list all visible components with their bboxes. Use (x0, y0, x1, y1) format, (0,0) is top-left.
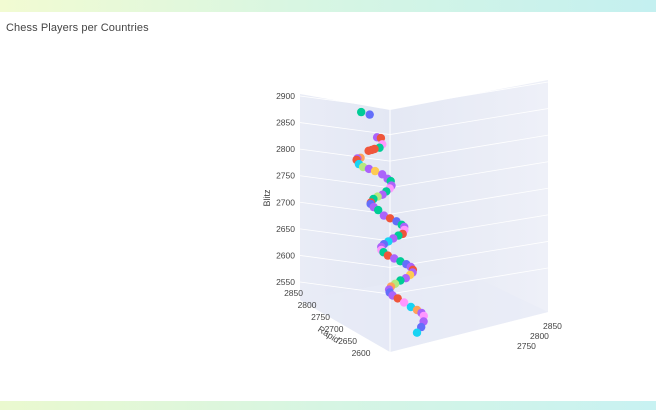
data-point[interactable] (357, 107, 366, 117)
data-point[interactable] (365, 110, 374, 119)
x-tick-label: 2800 (530, 331, 549, 341)
gridline (299, 281, 391, 295)
data-point[interactable] (364, 146, 373, 155)
rapid-tick-label: 2600 (352, 348, 371, 358)
blitz-axis-title: Blitz (262, 189, 272, 207)
rapid-tick-label: 2850 (284, 288, 303, 298)
blitz-tick-label: 2900 (276, 91, 295, 101)
gridline (389, 214, 549, 242)
data-point[interactable] (383, 251, 393, 260)
x-tick-label: 2750 (517, 341, 536, 351)
blitz-tick-label: 2750 (276, 171, 295, 181)
gridline (389, 134, 549, 162)
gridline (299, 175, 391, 189)
gridline (389, 187, 549, 215)
data-points[interactable] (352, 107, 428, 337)
blitz-tick-label: 2850 (276, 118, 295, 128)
x-tick-label: 2850 (543, 321, 562, 331)
gridline (389, 81, 549, 109)
gridline (389, 108, 549, 135)
blitz-tick-label: 2650 (276, 224, 295, 234)
data-point[interactable] (374, 205, 383, 215)
gridline (299, 122, 391, 135)
gridlines (299, 81, 549, 295)
blitz-tick-label: 2700 (276, 197, 295, 207)
top-gradient-band (0, 0, 656, 12)
rapid-tick-label: 2750 (311, 312, 330, 322)
data-point[interactable] (399, 298, 409, 307)
rapid-tick-label: 2650 (338, 336, 357, 346)
bottom-gradient-band (0, 401, 656, 410)
gridline (389, 241, 549, 268)
blitz-tick-label: 2550 (276, 277, 295, 287)
blitz-tick-label: 2800 (276, 144, 295, 154)
data-point[interactable] (370, 166, 380, 176)
rapid-tick-label: 2700 (325, 324, 344, 334)
data-point[interactable] (393, 294, 402, 303)
gridline (299, 228, 391, 242)
gridline (299, 255, 391, 268)
blitz-axis-ticks: 2550 2600 2650 2700 2750 2800 2850 2900 (276, 91, 295, 287)
data-point[interactable] (412, 328, 422, 337)
rapid-tick-label: 2800 (298, 300, 317, 310)
gridline (299, 95, 391, 109)
gridline (389, 267, 549, 295)
gridline (299, 148, 391, 162)
blitz-tick-label: 2600 (276, 250, 295, 260)
rapid-axis-ticks: 2850 2800 2750 2700 2650 2600 (284, 288, 371, 358)
gridline (389, 161, 549, 189)
chart-title: Chess Players per Countries (6, 22, 149, 34)
data-point[interactable] (385, 214, 395, 223)
